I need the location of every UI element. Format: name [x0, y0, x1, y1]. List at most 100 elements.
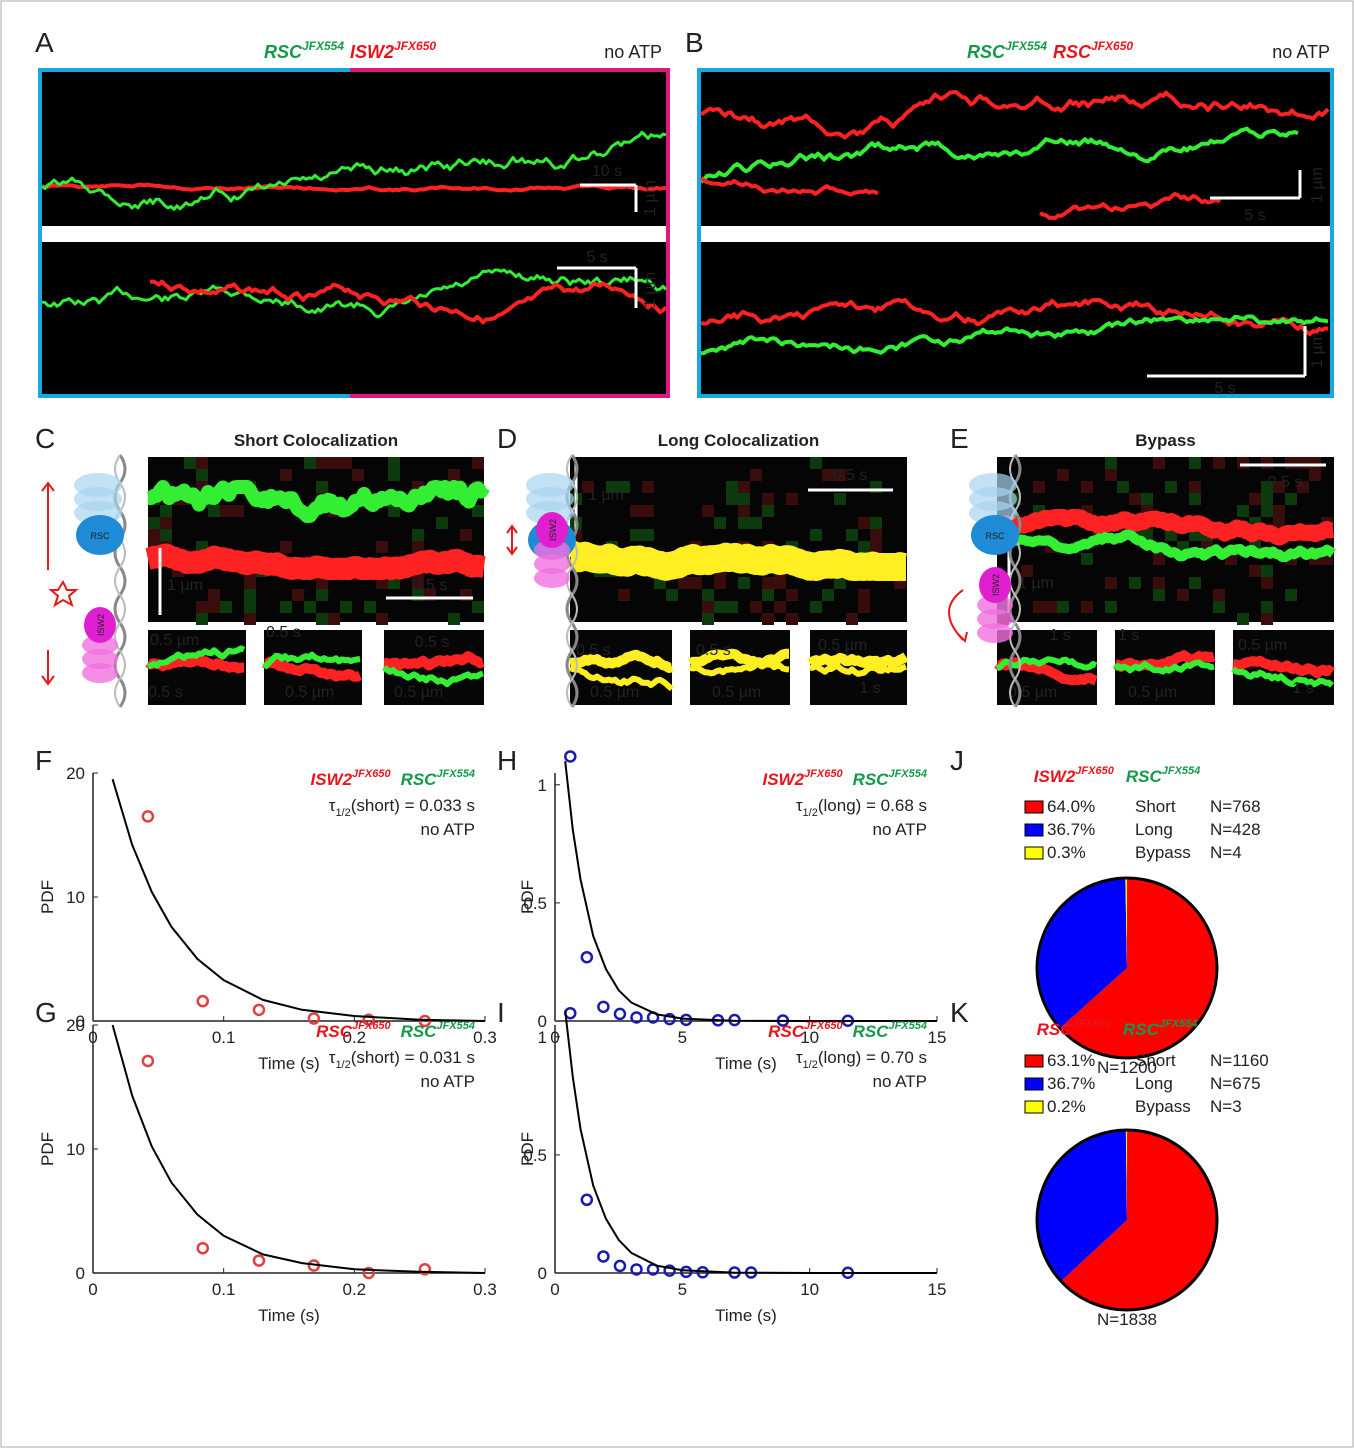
x-tick-label: 0.3	[473, 1028, 497, 1047]
noise-pixel	[726, 601, 738, 613]
noise-pixel	[1081, 481, 1093, 493]
data-point	[252, 1254, 266, 1267]
noise-pixel	[388, 505, 400, 517]
noise-pixel	[232, 505, 244, 517]
noise-pixel	[472, 457, 484, 469]
legend-value: 64.0%	[1047, 797, 1095, 816]
noise-pixel	[472, 505, 484, 517]
label-text: RSC	[967, 42, 1006, 62]
scale-label: 1 µm	[1309, 167, 1326, 203]
x-tick-label: 0	[88, 1280, 97, 1299]
noise-pixel	[280, 601, 292, 613]
rich-label: RSCJFX650 RSCJFX554	[1037, 1018, 1198, 1039]
data-point	[564, 750, 577, 763]
panel-title: Long Colocalization	[658, 431, 820, 450]
noise-pixel	[870, 541, 882, 553]
fit-line	[111, 1024, 486, 1274]
noise-pixel	[1261, 505, 1273, 517]
noise-pixel	[304, 457, 316, 469]
noise-pixel	[1141, 493, 1153, 505]
legend-swatch	[1024, 846, 1044, 860]
scale-label: 1 µm	[642, 180, 659, 216]
noise-pixel	[316, 457, 328, 469]
sup-text: JFX650	[1091, 39, 1133, 53]
noise-pixel	[1081, 553, 1093, 565]
noise-pixel	[388, 469, 400, 481]
noise-pixel	[196, 469, 208, 481]
noise-pixel	[244, 613, 256, 625]
noise-pixel	[1153, 457, 1165, 469]
noise-pixel	[870, 529, 882, 541]
rich-label: RSCJFX554 ISW2JFX650	[264, 39, 436, 62]
x-axis-label: Time (s)	[258, 1306, 320, 1325]
data-point	[196, 1241, 210, 1255]
noise-pixel	[352, 469, 364, 481]
panel-letter: A	[35, 27, 54, 58]
noise-pixel	[1237, 505, 1249, 517]
scale-label: 1 µm	[1309, 332, 1326, 368]
fit-line	[564, 761, 937, 1022]
noise-pixel	[714, 601, 726, 613]
data-point	[141, 1054, 155, 1068]
sup-text: JFX554	[888, 768, 927, 780]
noise-pixel	[762, 577, 774, 589]
x-tick-label: 5	[678, 1280, 687, 1299]
kymo-gap	[42, 226, 666, 242]
kymo-trace	[807, 652, 909, 669]
y-axis-label: PDF	[38, 880, 57, 914]
noise-pixel	[196, 613, 208, 625]
panel-letter: J	[950, 745, 964, 776]
noise-pixel	[1045, 601, 1057, 613]
noise-pixel	[364, 601, 376, 613]
noise-pixel	[1105, 577, 1117, 589]
noise-pixel	[1153, 553, 1165, 565]
kymo-trace	[699, 90, 1330, 140]
panel-letter: B	[685, 27, 704, 58]
data-point	[307, 1012, 321, 1025]
scale-label: 5 s	[1244, 207, 1265, 224]
noise-pixel	[858, 517, 870, 529]
legend-value: 63.1%	[1047, 1051, 1095, 1070]
noise-pixel	[472, 601, 484, 613]
noise-pixel	[220, 601, 232, 613]
legend-swatch	[1024, 1100, 1044, 1114]
isw2	[979, 567, 1011, 603]
isw2-ghost	[82, 663, 118, 683]
noise-pixel	[208, 589, 220, 601]
noise-pixel	[160, 517, 172, 529]
noise-pixel	[1249, 493, 1261, 505]
kymo-trace	[1113, 650, 1216, 672]
noise-pixel	[726, 493, 738, 505]
legend-swatch	[1024, 1054, 1044, 1068]
cartoon-label: RSC	[90, 531, 110, 541]
sup-text: JFX650	[804, 768, 843, 780]
noise-pixel	[750, 601, 762, 613]
kymo-trace	[41, 182, 667, 193]
noise-pixel	[460, 529, 472, 541]
noise-pixel	[244, 601, 256, 613]
scale-label: 0.5 s	[696, 642, 731, 659]
kymo-trace	[1231, 666, 1335, 688]
noise-pixel	[1285, 457, 1297, 469]
scale-label: 0.5 µm	[394, 684, 443, 701]
panel-letter: G	[35, 997, 57, 1028]
y-tick-label: 0	[76, 1264, 85, 1283]
noise-pixel	[750, 517, 762, 529]
kymo-trace	[41, 268, 668, 319]
red-arrow	[506, 524, 518, 556]
sub-text: 1/2	[803, 807, 818, 819]
sup-text: JFX554	[1162, 765, 1201, 777]
noise-pixel	[1057, 469, 1069, 481]
noise-pixel	[810, 601, 822, 613]
label-text: RSC	[853, 1022, 890, 1041]
noise-pixel	[606, 481, 618, 493]
label-text: RSC	[1123, 1020, 1160, 1039]
x-tick-label: 0.2	[343, 1028, 367, 1047]
x-tick-label: 0.1	[212, 1028, 236, 1047]
rsc	[971, 515, 1019, 555]
data-point	[597, 1000, 610, 1014]
scale-label: 0.5 s	[413, 577, 448, 594]
fit-line	[111, 778, 486, 1022]
scale-label: 0.5 µm	[818, 637, 867, 654]
noise-pixel	[316, 589, 328, 601]
